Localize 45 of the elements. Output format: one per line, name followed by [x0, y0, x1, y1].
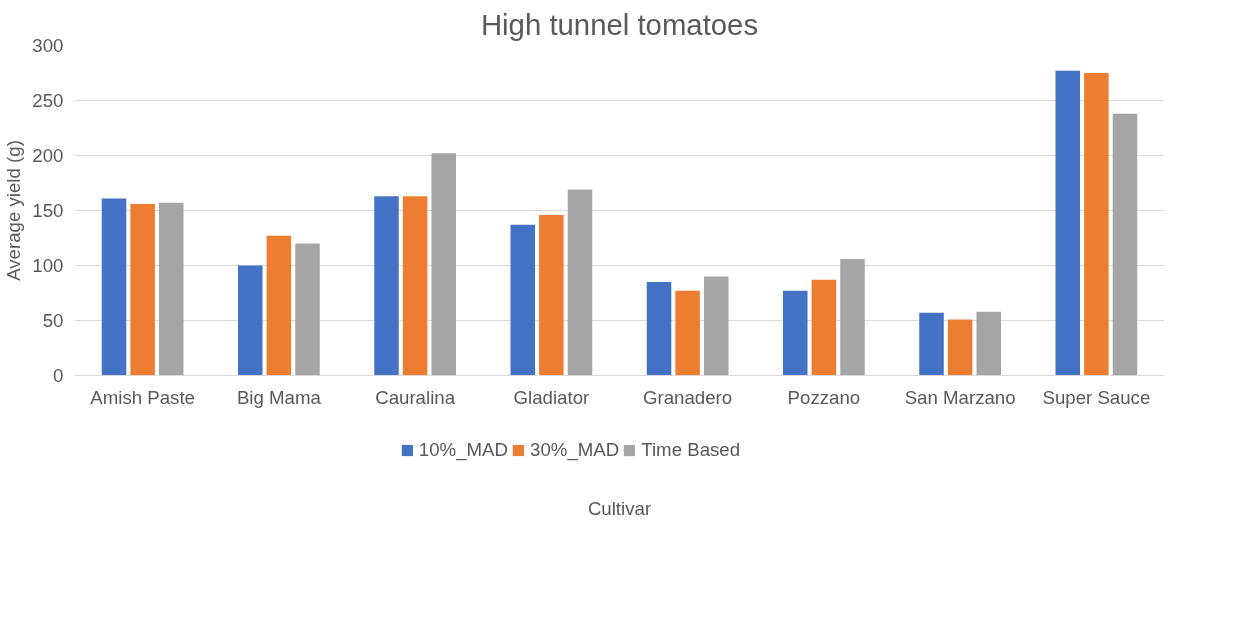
bar [1112, 113, 1138, 376]
y-tick-label: 50 [42, 310, 64, 331]
y-tick-label: 150 [32, 200, 64, 221]
bar [947, 319, 973, 376]
bar [1084, 73, 1109, 376]
x-tick-label: San Marzano [904, 386, 1016, 408]
bar [567, 189, 593, 376]
y-tick-label: 200 [32, 145, 64, 166]
x-tick-label: Amish Paste [90, 386, 195, 408]
y-tick-label: 300 [32, 35, 64, 56]
bar [783, 290, 808, 376]
bar [130, 203, 155, 376]
bar [675, 290, 700, 376]
bar [646, 282, 672, 376]
bar [811, 279, 837, 376]
x-axis-title: Cultivar [587, 497, 652, 519]
x-tick-label: Big Mama [236, 386, 322, 408]
x-tick-label: Gladiator [513, 386, 590, 408]
bar [101, 198, 127, 376]
legend-label: 30%_MAD [530, 439, 620, 461]
legend-label: 10%_MAD [418, 439, 509, 461]
y-tick-label: 100 [32, 255, 64, 276]
y-axis-title: Average yield (g) [3, 140, 25, 281]
bar [158, 202, 184, 376]
bar [295, 243, 320, 376]
y-tick-label: 0 [53, 365, 64, 386]
legend-label: Time Based [641, 439, 741, 461]
bar [1055, 70, 1081, 376]
bar [431, 153, 456, 376]
bar [510, 224, 536, 376]
chart-title: High tunnel tomatoes [480, 7, 759, 41]
x-tick-label: Super Sauce [1042, 386, 1151, 408]
bar [266, 235, 292, 376]
bar [840, 258, 865, 376]
bar [976, 311, 1001, 376]
bar [919, 312, 944, 376]
x-tick-label: Cauralina [375, 386, 456, 408]
bar [238, 265, 263, 376]
bar [402, 196, 428, 376]
bar [703, 276, 729, 376]
bar [539, 214, 564, 376]
y-tick-label: 250 [32, 90, 64, 111]
x-tick-label: Granadero [643, 386, 733, 408]
bar [374, 196, 399, 376]
x-tick-label: Pozzano [787, 386, 861, 408]
